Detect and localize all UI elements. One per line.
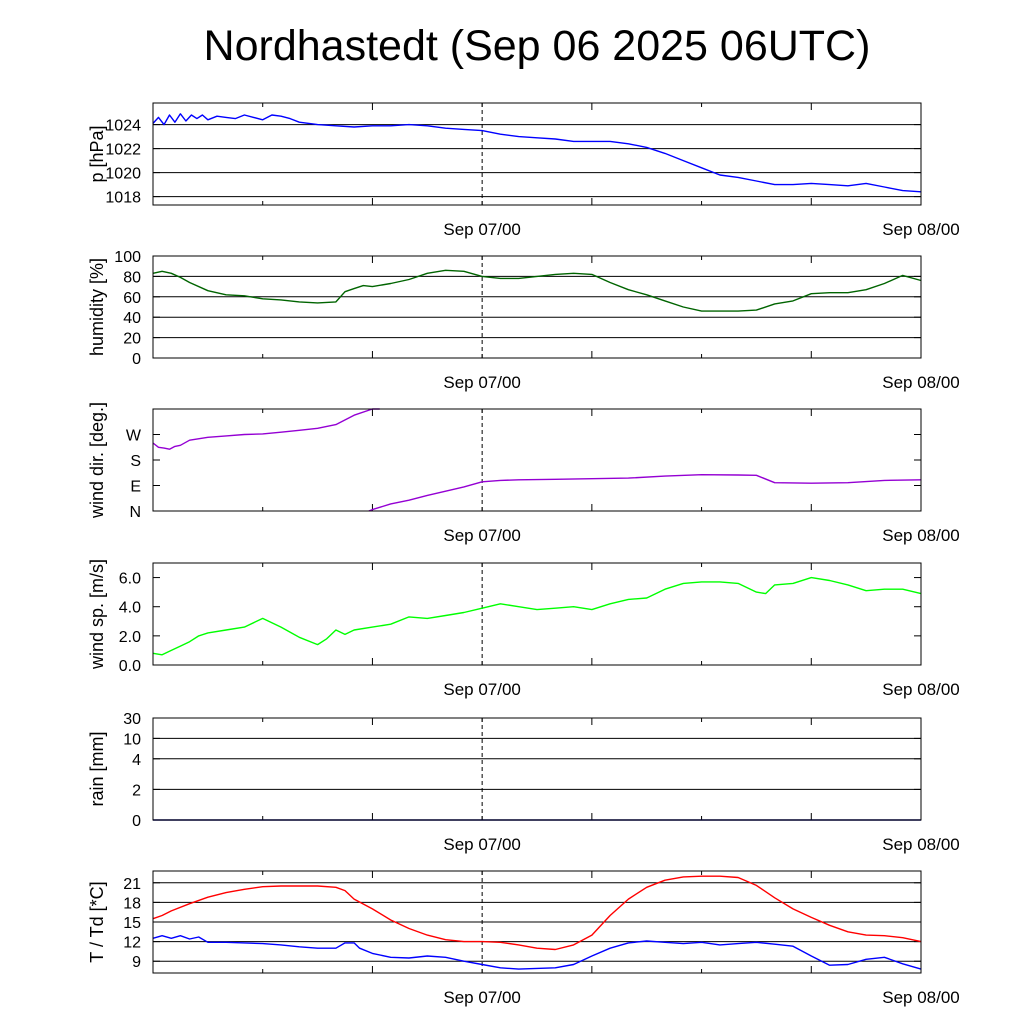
wind-direction-ytick-label: W — [126, 428, 142, 445]
rain-xtick-label: Sep 08/00 — [882, 835, 960, 854]
temperature-ytick-label: 15 — [123, 915, 141, 932]
pressure-ytick-label: 1024 — [105, 118, 141, 135]
humidity-xtick-label: Sep 08/00 — [882, 373, 960, 392]
temperature-ytick-label: 9 — [132, 954, 141, 971]
rain-ytick-label: 0 — [132, 813, 141, 830]
rain-frame — [152, 717, 922, 821]
pressure-ytick-label: 1022 — [105, 142, 141, 159]
wind-speed-panel: 0.0 2.0 4.0 6.0 wind sp. [m/s] Sep 07/00 Sep 0… — [87, 559, 960, 699]
rain-ytick-label: 4 — [132, 752, 141, 769]
humidity-ytick-label: 60 — [123, 290, 141, 307]
humidity-series-line — [152, 269, 922, 312]
wind-speed-ytick-label: 2.0 — [119, 629, 141, 646]
pressure-ytick-label: 1018 — [105, 190, 141, 207]
rain-ytick-label: 2 — [132, 782, 141, 799]
wind-direction-ytick-label: S — [130, 453, 141, 470]
wind-speed-xtick-label: Sep 07/00 — [443, 680, 521, 699]
rain-ytick-label: 30 — [123, 711, 141, 728]
wind-speed-xtick-label: Sep 08/00 — [882, 680, 960, 699]
humidity-ylabel: humidity [%] — [87, 258, 107, 356]
humidity-ytick-label: 80 — [123, 269, 141, 286]
wind-direction-series-line — [152, 408, 380, 450]
wind-direction-series-line — [368, 474, 922, 512]
wind-direction-ytick-label: N — [129, 504, 141, 521]
rain-ylabel: rain [mm] — [87, 731, 107, 806]
wind-direction-ytick-label: E — [130, 479, 141, 496]
wind-speed-frame — [152, 562, 922, 666]
pressure-series-line — [152, 113, 922, 193]
rain-xtick-label: Sep 07/00 — [443, 835, 521, 854]
wind-direction-xtick-label: Sep 07/00 — [443, 526, 521, 545]
pressure-frame — [152, 102, 922, 206]
temperature-panel: 9 12 15 18 21 T / Td [*C] Sep 07/00 Sep 08/00 — [87, 870, 960, 1007]
wind-speed-series-line — [152, 576, 922, 656]
wind-direction-xtick-label: Sep 08/00 — [882, 526, 960, 545]
temperature-ytick-label: 12 — [123, 935, 141, 952]
rain-ytick-label: 10 — [123, 731, 141, 748]
wind-direction-frame — [152, 408, 922, 512]
wind-speed-ytick-label: 0.0 — [119, 658, 141, 675]
pressure-ylabel: p [hPa] — [87, 125, 107, 182]
wind-direction-ylabel: wind dir. [deg.] — [87, 402, 107, 519]
humidity-ytick-label: 100 — [114, 249, 141, 266]
temperature-ytick-label: 21 — [123, 876, 141, 893]
pressure-ytick-label: 1020 — [105, 166, 141, 183]
humidity-ytick-label: 20 — [123, 331, 141, 348]
humidity-ytick-label: 40 — [123, 310, 141, 327]
chart-title: Nordhastedt (Sep 06 2025 06UTC) — [203, 22, 871, 70]
temperature-frame — [152, 870, 922, 974]
wind-speed-ylabel: wind sp. [m/s] — [87, 559, 107, 670]
wind-speed-ytick-label: 4.0 — [119, 600, 141, 617]
humidity-ytick-label: 0 — [132, 351, 141, 368]
rain-panel: 0 2 4 10 30 rain [mm] Sep 07/00 Sep 08/00 — [87, 711, 960, 854]
humidity-xtick-label: Sep 07/00 — [443, 373, 521, 392]
temperature-ylabel: T / Td [*C] — [87, 881, 107, 962]
temperature-series-line — [152, 875, 922, 951]
humidity-frame — [152, 255, 922, 359]
temperature-xtick-label: Sep 08/00 — [882, 988, 960, 1007]
temperature-ytick-label: 18 — [123, 895, 141, 912]
pressure-xtick-label: Sep 08/00 — [882, 220, 960, 239]
humidity-panel: 0 20 40 60 80 100 humidity [%] Sep 07/00 Sep 08/… — [87, 249, 960, 392]
wind-speed-ytick-label: 6.0 — [119, 571, 141, 588]
pressure-xtick-label: Sep 07/00 — [443, 220, 521, 239]
temperature-xtick-label: Sep 07/00 — [443, 988, 521, 1007]
temperature-series-line — [152, 935, 922, 970]
